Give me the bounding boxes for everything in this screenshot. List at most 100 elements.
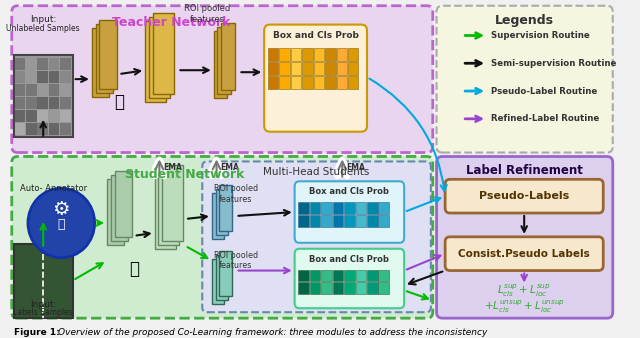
Bar — [38, 97, 48, 109]
FancyBboxPatch shape — [12, 156, 433, 318]
Text: $L_{cls}^{sup}+L_{loc}^{sup}$: $L_{cls}^{sup}+L_{loc}^{sup}$ — [497, 282, 551, 299]
Bar — [212, 193, 224, 239]
Bar — [216, 189, 228, 235]
Bar — [321, 270, 332, 282]
Bar — [367, 215, 378, 227]
Bar — [38, 71, 48, 83]
Bar — [49, 71, 60, 83]
Bar — [115, 171, 132, 237]
Text: EMA: EMA — [220, 163, 239, 172]
Bar — [344, 283, 355, 294]
Bar — [49, 97, 60, 109]
Bar — [60, 71, 71, 83]
Bar — [149, 17, 170, 98]
Text: ⚙: ⚙ — [52, 199, 70, 219]
Bar — [348, 62, 358, 75]
Bar — [107, 179, 124, 245]
Bar — [220, 251, 232, 296]
Text: Box and Cls Prob: Box and Cls Prob — [273, 30, 358, 40]
FancyBboxPatch shape — [12, 6, 433, 152]
Text: Teacher Network: Teacher Network — [111, 16, 230, 29]
Bar — [15, 58, 25, 70]
Text: 🚗: 🚗 — [58, 218, 65, 232]
Bar — [291, 62, 301, 75]
Bar — [26, 110, 36, 122]
Bar — [60, 123, 71, 135]
Text: $+L_{cls}^{unsup}+L_{loc}^{unsup}$: $+L_{cls}^{unsup}+L_{loc}^{unsup}$ — [484, 298, 564, 315]
Bar — [321, 202, 332, 214]
Bar — [356, 270, 366, 282]
Bar — [163, 165, 183, 241]
Bar — [38, 58, 48, 70]
Text: Student Network: Student Network — [125, 168, 245, 182]
Bar — [314, 62, 324, 75]
Bar — [214, 30, 227, 98]
Bar — [38, 110, 48, 122]
Text: ROI pooled
features: ROI pooled features — [184, 4, 230, 24]
Bar — [314, 76, 324, 89]
Text: Box and Cls Prob: Box and Cls Prob — [309, 255, 389, 264]
Text: Input:: Input: — [30, 15, 56, 24]
Bar — [310, 270, 321, 282]
FancyBboxPatch shape — [445, 237, 604, 270]
Bar — [268, 48, 278, 61]
Bar — [344, 215, 355, 227]
Bar — [321, 215, 332, 227]
Bar — [337, 48, 347, 61]
Bar — [378, 215, 389, 227]
Text: Input:: Input: — [30, 300, 56, 309]
Bar — [38, 84, 48, 96]
Bar — [348, 48, 358, 61]
Text: Auto- Annotator: Auto- Annotator — [20, 184, 88, 193]
Bar — [268, 62, 278, 75]
Text: Figure 1:: Figure 1: — [13, 328, 60, 337]
Text: ROI pooled
features: ROI pooled features — [214, 184, 258, 204]
Bar — [49, 123, 60, 135]
Bar — [302, 62, 313, 75]
Bar — [310, 215, 321, 227]
Bar — [280, 62, 290, 75]
Bar — [321, 283, 332, 294]
Bar — [314, 48, 324, 61]
Bar — [367, 270, 378, 282]
Bar — [26, 84, 36, 96]
FancyBboxPatch shape — [264, 25, 367, 132]
FancyBboxPatch shape — [294, 249, 404, 308]
Bar — [15, 97, 25, 109]
Bar — [310, 202, 321, 214]
Bar — [378, 202, 389, 214]
Text: Pseudo-Labels: Pseudo-Labels — [479, 191, 570, 201]
Bar — [155, 173, 175, 249]
Bar — [159, 169, 179, 245]
Bar — [38, 123, 48, 135]
Bar — [220, 185, 232, 231]
Text: Box and Cls Prob: Box and Cls Prob — [309, 187, 389, 196]
Bar — [49, 84, 60, 96]
Bar — [26, 123, 36, 135]
Bar — [60, 110, 71, 122]
Bar — [95, 24, 113, 93]
Bar — [302, 76, 313, 89]
Bar — [280, 48, 290, 61]
Text: EMA: EMA — [346, 163, 365, 172]
Bar — [218, 27, 231, 94]
Bar — [348, 76, 358, 89]
Bar — [268, 76, 278, 89]
Bar — [325, 62, 335, 75]
FancyBboxPatch shape — [445, 179, 604, 213]
Bar — [280, 76, 290, 89]
Bar — [15, 123, 25, 135]
Bar — [92, 28, 109, 97]
Text: EMA: EMA — [163, 163, 182, 172]
Bar — [344, 270, 355, 282]
Bar — [367, 283, 378, 294]
Bar — [337, 76, 347, 89]
Bar — [325, 76, 335, 89]
FancyBboxPatch shape — [436, 156, 612, 318]
Bar — [298, 270, 309, 282]
Text: Pseudo-Label Routine: Pseudo-Label Routine — [491, 87, 597, 96]
Bar — [356, 202, 366, 214]
FancyBboxPatch shape — [294, 181, 404, 243]
Bar — [145, 21, 166, 102]
Bar — [356, 215, 366, 227]
